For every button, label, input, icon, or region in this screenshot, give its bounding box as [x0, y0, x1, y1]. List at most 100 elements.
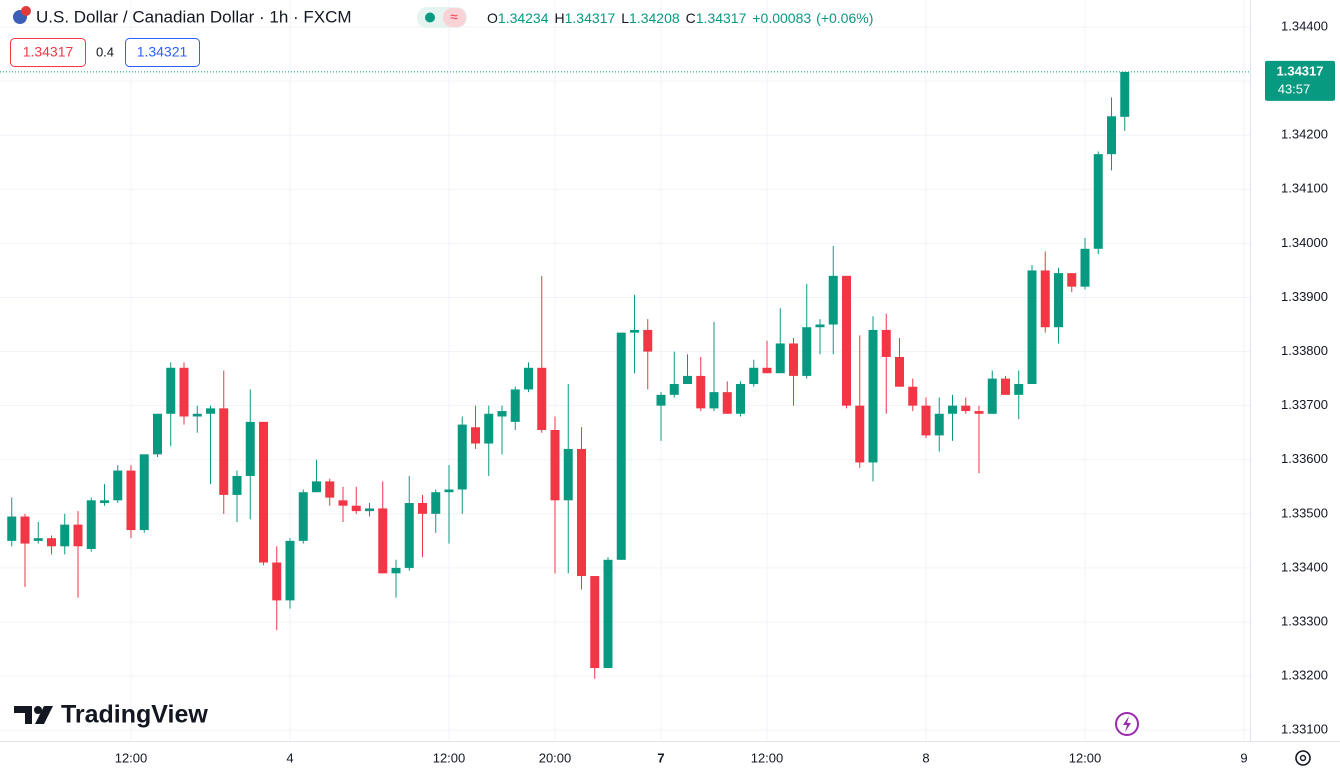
x-tick-label: 12:00 [115, 750, 148, 765]
candle-body [113, 470, 123, 501]
candle-body [219, 408, 229, 495]
y-tick-label: 1.33900 [1281, 289, 1328, 304]
candle-body [895, 356, 904, 387]
candle-body [351, 505, 361, 512]
candle-body [563, 448, 573, 501]
candle-body [1093, 154, 1103, 249]
candle-body [616, 332, 626, 560]
market-open-icon [425, 12, 435, 23]
y-tick-label: 1.34200 [1281, 127, 1328, 142]
y-tick-label: 1.33600 [1281, 451, 1328, 466]
candle-body [802, 327, 812, 376]
ohlc-legend: O1.34234 H1.34317 L1.34208 C1.34317 +0.00083… [487, 10, 873, 26]
candle-body [391, 567, 401, 574]
candle-body [815, 324, 825, 328]
candle-body [974, 411, 984, 414]
candle-body [1014, 384, 1024, 395]
candle-body [669, 384, 679, 395]
candle-body [20, 516, 30, 544]
buy-button[interactable] [125, 38, 200, 67]
candle-body [1120, 71, 1130, 117]
candle-body [590, 576, 600, 668]
current-price-tag [1265, 60, 1335, 101]
candle-body [166, 367, 176, 414]
candle-body [86, 500, 96, 549]
candle-body [47, 538, 56, 547]
y-tick-label: 1.33200 [1281, 668, 1328, 683]
candle-body [537, 367, 547, 430]
candle-body [126, 470, 136, 531]
candle-body [404, 503, 414, 568]
candle-body [1040, 270, 1050, 328]
current-price-label: 1.34317 [1277, 63, 1324, 78]
candle-body [630, 329, 639, 333]
candle-body [961, 405, 971, 412]
change: +0.00083 [752, 10, 811, 26]
settings-icon [1299, 754, 1307, 762]
candle-body [1080, 248, 1090, 287]
sell-price[interactable]: 1.34317 [23, 44, 74, 60]
candle-body [471, 427, 480, 444]
x-tick-label: 12:00 [1069, 750, 1102, 765]
candle-body [153, 413, 162, 455]
y-tick-label: 1.33700 [1281, 397, 1328, 412]
candle-body [577, 448, 586, 577]
y-tick-label: 1.34100 [1281, 181, 1328, 196]
candle-body [192, 413, 202, 417]
candle-body [206, 408, 215, 414]
candle-body [285, 540, 295, 601]
candle-body [484, 413, 494, 444]
delay-symbol: ≈ [450, 9, 458, 25]
buy-price[interactable]: 1.34321 [137, 44, 188, 60]
open-value: 1.34234 [498, 10, 549, 26]
candle-body [444, 489, 454, 493]
candle-body [842, 275, 851, 406]
candle-body [736, 384, 745, 414]
x-tick-label: 12:00 [751, 750, 784, 765]
y-tick-label: 1.33300 [1281, 613, 1328, 628]
candle-body [709, 392, 719, 409]
candle-body [338, 500, 348, 506]
candle-body [7, 516, 17, 541]
header: U.S. Dollar / Canadian Dollar · 1h · FXC… [10, 6, 873, 67]
prefix: C [686, 10, 696, 26]
candle-body [828, 275, 838, 325]
candle-body [855, 405, 865, 463]
delay-icon [443, 8, 466, 27]
y-tick-label: 1.33500 [1281, 505, 1328, 520]
candle-body [232, 475, 242, 495]
candle-body [365, 508, 374, 512]
candle-body [987, 378, 997, 414]
candle-body [683, 375, 692, 385]
candle-body [948, 405, 957, 414]
candle-body [298, 492, 308, 541]
candle-body [139, 454, 149, 531]
candle-body [550, 429, 560, 501]
axes: 1.344001.343001.342001.341001.340001.339… [115, 18, 1335, 765]
settings-button[interactable] [1295, 750, 1311, 766]
symbol-title: U.S. Dollar / Canadian Dollar · 1h · FXC… [36, 7, 352, 26]
candle-body [497, 411, 507, 417]
brand-logo: TradingView [14, 701, 208, 729]
candle-body [1067, 273, 1077, 287]
candle-body [1054, 273, 1063, 328]
prefix: O [487, 10, 498, 26]
countdown-label: 43:57 [1278, 81, 1311, 96]
prefix: L [621, 10, 629, 26]
candle-body [908, 386, 918, 406]
candle-body [749, 367, 759, 385]
candle-body [762, 367, 772, 374]
candle-body [431, 492, 441, 514]
candle-body [789, 343, 798, 376]
candle-body [868, 329, 878, 463]
candle-body [312, 481, 321, 493]
close-value: 1.34317 [696, 10, 747, 26]
logo-mark [34, 706, 42, 714]
candle-body [696, 375, 706, 409]
lightning-icon [1123, 716, 1131, 732]
candle-body [33, 538, 43, 541]
sell-button[interactable] [10, 38, 86, 67]
y-tick-label: 1.34400 [1281, 18, 1328, 33]
candle-body [259, 421, 268, 563]
